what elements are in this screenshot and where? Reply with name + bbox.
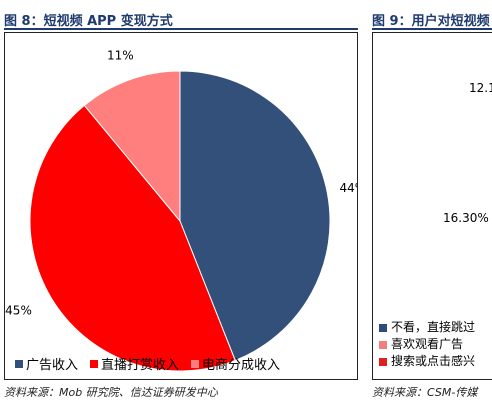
legend-item-ecommerce-share: 电商分成收入 [191, 354, 280, 373]
legend-swatch [191, 359, 200, 368]
legend-label: 广告收入 [26, 358, 79, 373]
legend-label: 电商分成收入 [202, 358, 281, 373]
slice-value-label: 44% [340, 181, 357, 195]
title-rule [4, 28, 358, 30]
data-label: 16.30% [443, 211, 489, 225]
legend-item: 不看，直接跳过 [379, 319, 475, 336]
legend-item-ad-revenue: 广告收入 [15, 354, 78, 373]
chart-legend: 广告收入 直播打赏收入 电商分成收入 [15, 354, 280, 373]
legend-label: 搜索或点击感兴 [391, 354, 476, 368]
figure-title-2: 图 9：用户对短视频 [372, 14, 490, 29]
legend-item: 喜欢观看广告 [379, 336, 475, 353]
legend-label: 喜欢观看广告 [391, 337, 464, 351]
legend-item: 搜索或点击感兴 [379, 353, 475, 370]
slice-value-label: 11% [107, 48, 134, 62]
chart-legend-2: 不看，直接跳过 喜欢观看广告 搜索或点击感兴 [379, 319, 475, 370]
legend-swatch [379, 357, 387, 366]
figure-title: 图 8：短视频 APP 变现方式 [4, 14, 173, 29]
legend-swatch [15, 359, 23, 368]
legend-item-live-tips: 直播打赏收入 [90, 354, 179, 373]
data-label: 12.1 [469, 81, 492, 95]
legend-swatch [379, 340, 387, 349]
legend-swatch [90, 359, 99, 368]
chart-frame-2: 12.1 16.30% 不看，直接跳过 喜欢观看广告 搜索或点击感兴 [372, 32, 492, 380]
legend-label: 直播打赏收入 [101, 358, 180, 373]
source-note: 资料来源：Mob 研究院、信达证券研发中心 [4, 386, 218, 399]
legend-label: 不看，直接跳过 [391, 320, 476, 334]
slice-live-tips [29, 104, 236, 372]
chart-frame: 44% 45% 11% 广告收入 直播打赏收入 电商分成收入 [4, 32, 358, 380]
pie-chart: 44% 45% 11% [5, 48, 357, 372]
slice-ad-revenue [179, 70, 331, 362]
source-note-2: 资料来源：CSM-传媒 [372, 386, 478, 399]
slice-value-label: 45% [5, 304, 32, 318]
legend-swatch [379, 323, 387, 332]
title-rule-2 [372, 28, 492, 30]
slice-ecommerce-share [83, 70, 181, 223]
